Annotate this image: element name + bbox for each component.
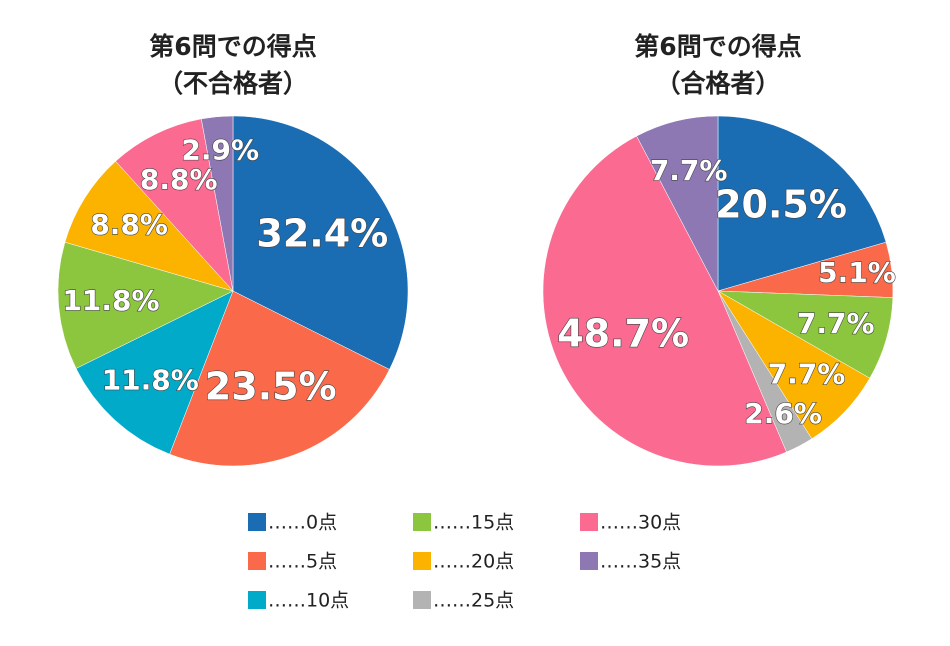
legend-swatch [413,552,431,570]
pie-slice [636,115,719,292]
legend-swatch [248,513,266,531]
data-label: 7.7% [650,154,728,187]
chart-subtitle: （合格者） [655,69,780,98]
legend-label: ……5点 [268,551,337,573]
data-label: 32.4% [256,211,388,255]
chart-title: 第6問での得点 [149,32,316,61]
pie-slice [200,115,234,292]
pie-slice [115,118,234,292]
legend-label: ……10点 [268,590,349,612]
data-label: 7.7% [768,358,846,391]
pie-slice [232,115,409,370]
legend-swatch [413,513,431,531]
data-label: 23.5% [205,364,337,408]
legend-swatch [580,513,598,531]
pie-slice [542,135,787,467]
legend-swatch [413,591,431,609]
data-label: 20.5% [715,183,847,227]
data-label: 11.8% [102,363,199,396]
pie-slice [717,115,887,292]
chart-subtitle: （不合格者） [158,69,308,98]
data-label: 48.7% [557,312,689,356]
legend-label: ……15点 [433,512,514,534]
legend-swatch [248,591,266,609]
legend-label: ……35点 [600,551,681,573]
pie-slice [169,290,390,467]
legend-swatch [248,552,266,570]
pie-slice [75,290,234,455]
legend-label: ……20点 [433,551,514,573]
data-label: 5.1% [818,256,896,289]
pie-slice [64,160,234,292]
data-label: 7.7% [797,307,875,340]
legend-label: ……0点 [268,512,337,534]
pie-slice [57,241,234,369]
data-label: 11.8% [62,284,159,317]
legend-label: ……25点 [433,590,514,612]
data-label: 8.8% [90,208,168,241]
data-label: 2.6% [744,397,822,430]
legend-label: ……30点 [600,512,681,534]
chart-title: 第6問での得点 [634,32,801,61]
data-label: 2.9% [181,134,259,167]
data-label: 8.8% [140,163,218,196]
legend-swatch [580,552,598,570]
